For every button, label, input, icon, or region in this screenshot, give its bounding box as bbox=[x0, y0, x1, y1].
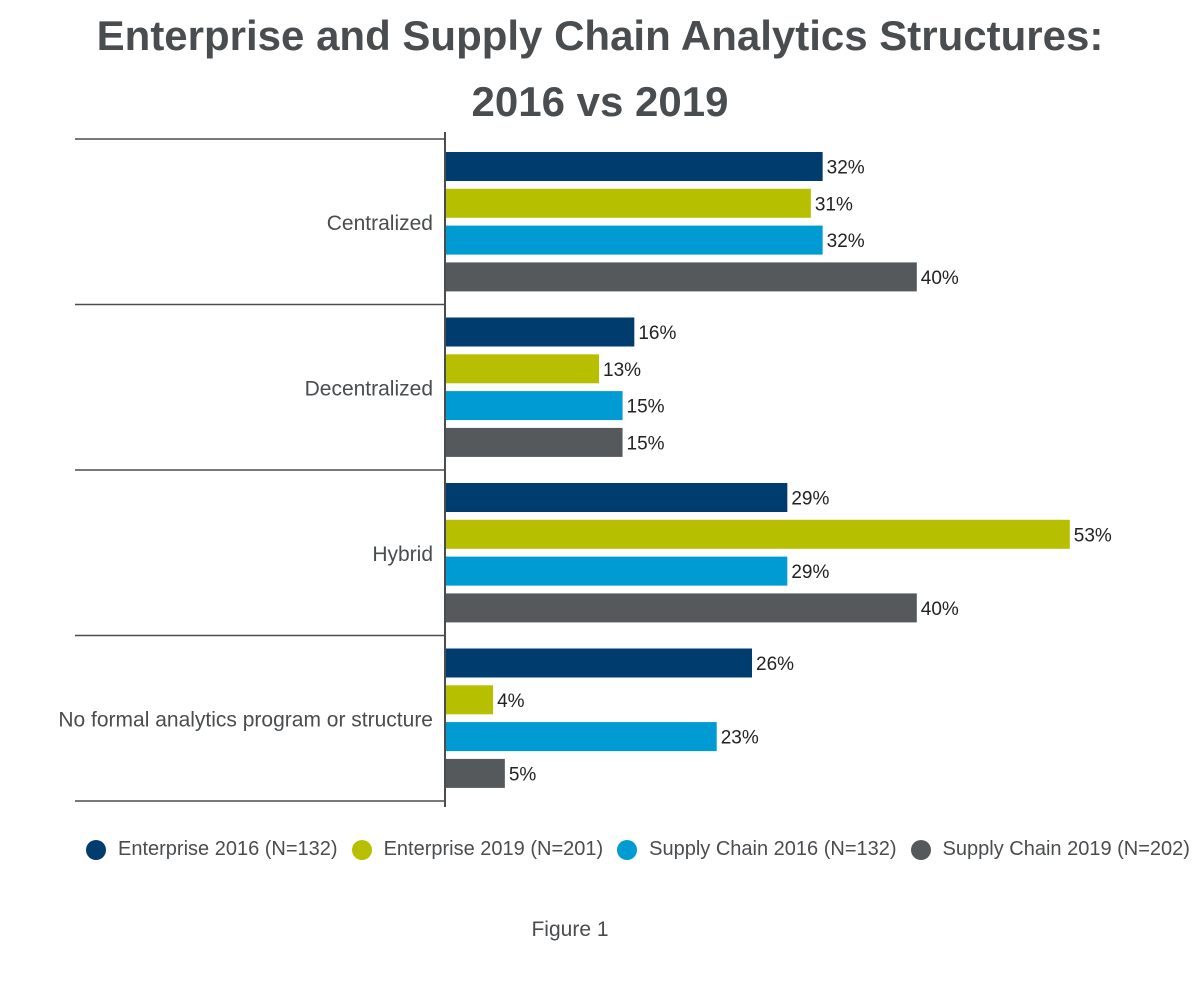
bar-hybrid-enterprise-2016-n-132 bbox=[446, 483, 788, 512]
figure-caption: Figure 1 bbox=[531, 918, 609, 941]
category-label-decentralized: Decentralized bbox=[305, 377, 433, 400]
value-label-no-formal-analytics-program-or-structure-enterprise-2016-n-132: 26% bbox=[756, 654, 794, 675]
value-label-decentralized-supply-chain-2016-n-132: 15% bbox=[627, 397, 665, 418]
value-label-no-formal-analytics-program-or-structure-supply-chain-2019-n-202: 5% bbox=[509, 764, 537, 785]
bar-hybrid-enterprise-2019-n-201 bbox=[446, 519, 1070, 549]
value-label-decentralized-supply-chain-2019-n-202: 15% bbox=[627, 433, 665, 454]
value-label-hybrid-supply-chain-2019-n-202: 40% bbox=[921, 599, 959, 620]
value-label-no-formal-analytics-program-or-structure-supply-chain-2016-n-132: 23% bbox=[721, 728, 759, 749]
legend-item-supply-chain-2019: Supply Chain 2019 (N=202) bbox=[910, 838, 1190, 861]
value-label-hybrid-enterprise-2016-n-132: 29% bbox=[791, 489, 829, 510]
bar-centralized-supply-chain-2019-n-202 bbox=[446, 262, 917, 292]
value-label-hybrid-supply-chain-2016-n-132: 29% bbox=[791, 562, 829, 583]
value-label-centralized-supply-chain-2019-n-202: 40% bbox=[921, 268, 959, 289]
legend-swatch-enterprise-2019 bbox=[351, 839, 372, 860]
category-label-centralized: Centralized bbox=[327, 212, 433, 235]
bar-hybrid-supply-chain-2019-n-202 bbox=[446, 593, 917, 623]
bar-decentralized-supply-chain-2019-n-202 bbox=[446, 427, 623, 457]
chart-title-line-1: Enterprise and Supply Chain Analytics St… bbox=[96, 12, 1104, 59]
legend-item-supply-chain-2016: Supply Chain 2016 (N=132) bbox=[617, 838, 897, 861]
value-label-centralized-enterprise-2016-n-132: 32% bbox=[827, 158, 865, 179]
chart-legend: Enterprise 2016 (N=132) Enterprise 2019 … bbox=[86, 838, 1200, 861]
legend-item-enterprise-2019: Enterprise 2019 (N=201) bbox=[351, 838, 604, 861]
category-label-hybrid: Hybrid bbox=[372, 543, 433, 566]
bar-no-formal-analytics-program-or-structure-supply-chain-2019-n-202 bbox=[446, 758, 505, 788]
bar-decentralized-supply-chain-2016-n-132 bbox=[446, 391, 623, 421]
value-label-centralized-supply-chain-2016-n-132: 32% bbox=[827, 231, 865, 252]
value-label-centralized-enterprise-2019-n-201: 31% bbox=[815, 194, 853, 215]
bar-chart: Centralized 32% 31% 32% 40% Decentralized 16% 1… bbox=[58, 132, 1112, 807]
legend-label-enterprise-2016: Enterprise 2016 (N=132) bbox=[118, 838, 338, 860]
bar-decentralized-enterprise-2016-n-132 bbox=[446, 317, 635, 347]
legend-item-enterprise-2016: Enterprise 2016 (N=132) bbox=[86, 838, 338, 861]
value-label-decentralized-enterprise-2016-n-132: 16% bbox=[638, 323, 676, 344]
value-label-decentralized-enterprise-2019-n-201: 13% bbox=[603, 360, 641, 381]
bar-centralized-enterprise-2019-n-201 bbox=[446, 188, 811, 218]
value-label-hybrid-enterprise-2019-n-201: 53% bbox=[1074, 525, 1112, 546]
legend-swatch-supply-chain-2019 bbox=[910, 839, 931, 860]
legend-swatch-supply-chain-2016 bbox=[617, 839, 638, 860]
bar-centralized-enterprise-2016-n-132 bbox=[446, 152, 823, 181]
legend-label-supply-chain-2016: Supply Chain 2016 (N=132) bbox=[649, 838, 897, 860]
value-label-no-formal-analytics-program-or-structure-enterprise-2019-n-201: 4% bbox=[497, 691, 525, 712]
bar-no-formal-analytics-program-or-structure-enterprise-2019-n-201 bbox=[446, 685, 494, 715]
legend-label-supply-chain-2019: Supply Chain 2019 (N=202) bbox=[942, 838, 1190, 860]
bar-no-formal-analytics-program-or-structure-enterprise-2016-n-132 bbox=[446, 648, 753, 678]
bar-no-formal-analytics-program-or-structure-supply-chain-2016-n-132 bbox=[446, 722, 717, 752]
category-label-no-formal-analytics-program-or-structure: No formal analytics program or structure bbox=[58, 708, 433, 731]
bar-hybrid-supply-chain-2016-n-132 bbox=[446, 556, 788, 586]
chart-title-line-2: 2016 vs 2019 bbox=[471, 78, 729, 125]
bar-decentralized-enterprise-2019-n-201 bbox=[446, 354, 600, 384]
bar-centralized-supply-chain-2016-n-132 bbox=[446, 225, 823, 255]
legend-swatch-enterprise-2016 bbox=[86, 839, 106, 860]
legend-label-enterprise-2019: Enterprise 2019 (N=201) bbox=[383, 838, 604, 860]
